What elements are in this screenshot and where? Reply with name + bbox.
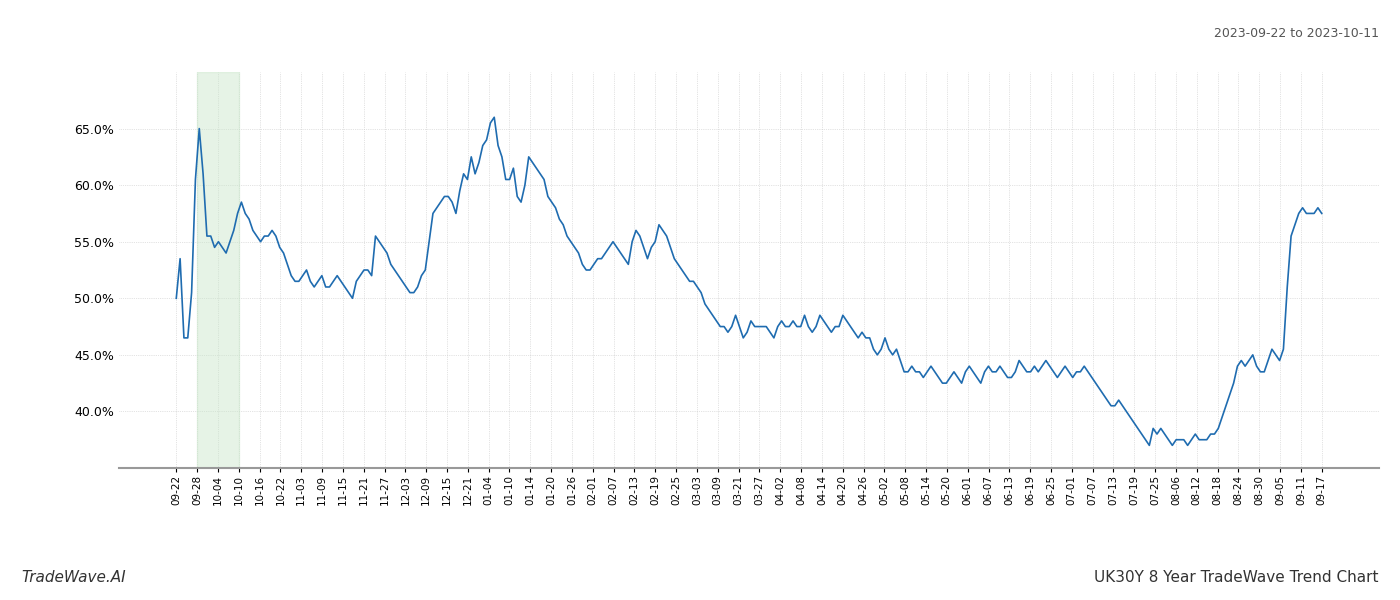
Text: UK30Y 8 Year TradeWave Trend Chart: UK30Y 8 Year TradeWave Trend Chart: [1095, 570, 1379, 585]
Text: 2023-09-22 to 2023-10-11: 2023-09-22 to 2023-10-11: [1214, 27, 1379, 40]
Text: TradeWave.AI: TradeWave.AI: [21, 570, 126, 585]
Bar: [197, 72, 239, 468]
